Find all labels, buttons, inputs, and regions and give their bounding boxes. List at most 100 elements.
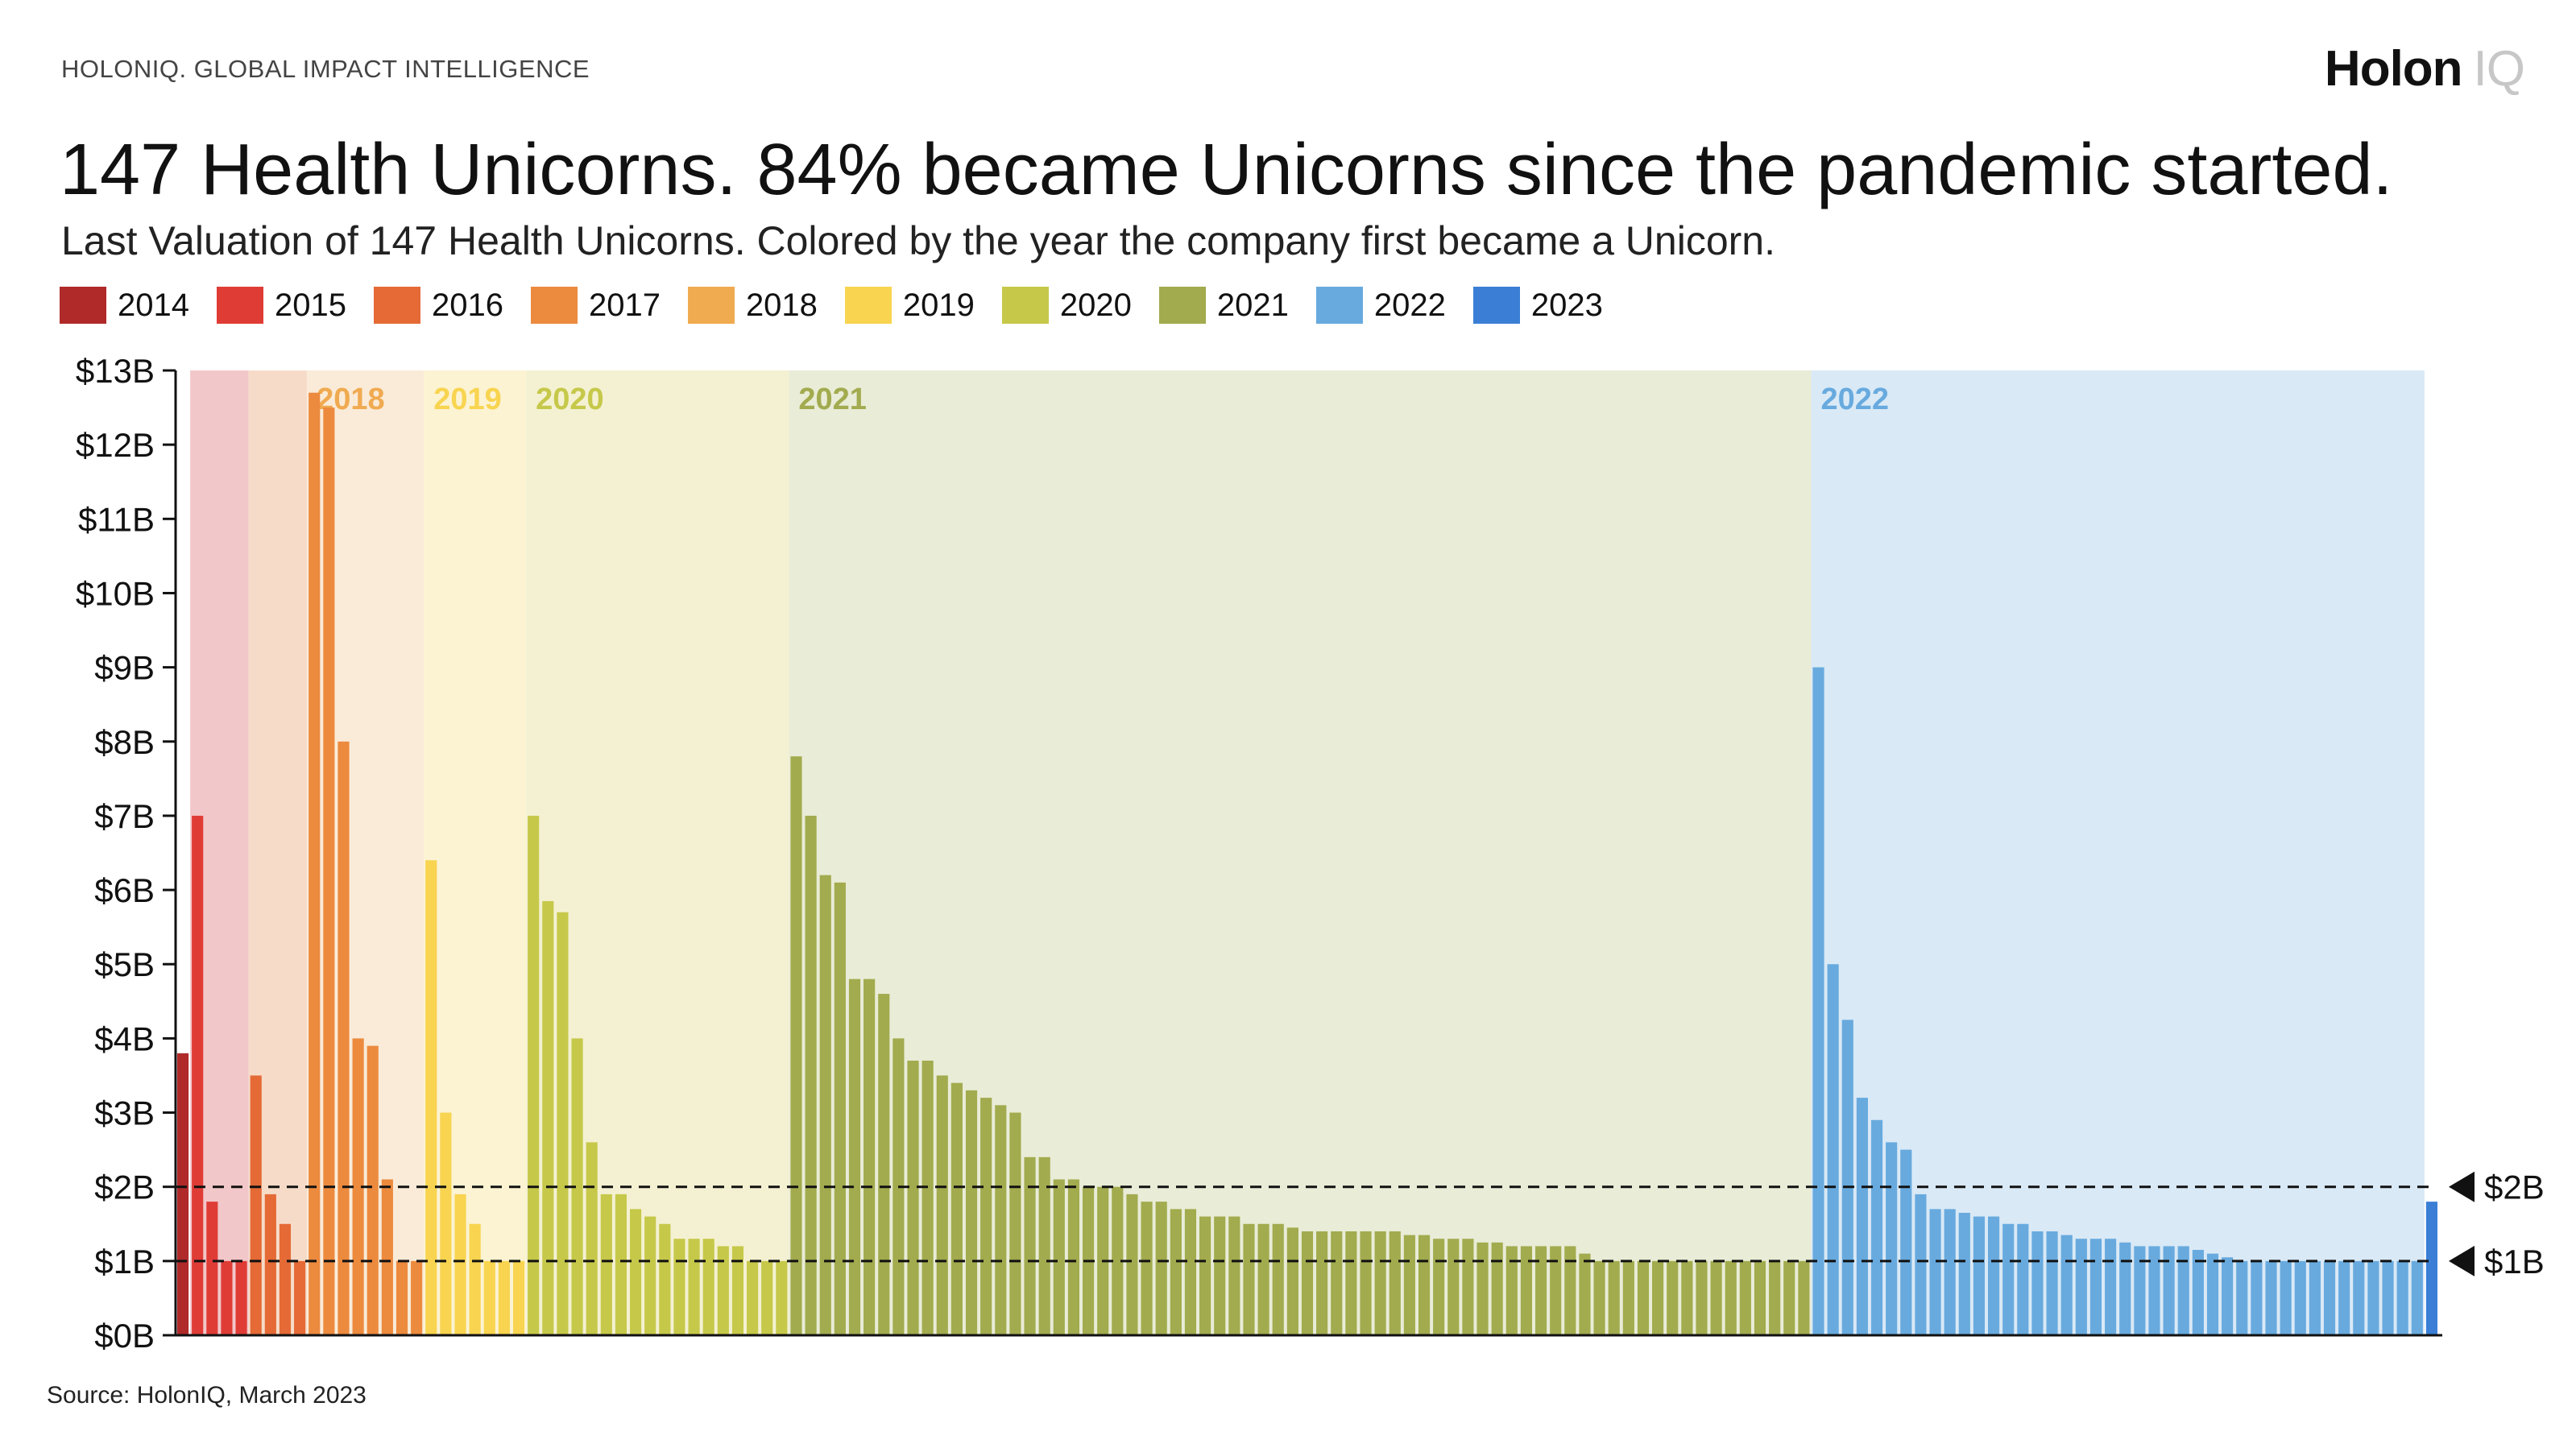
bar-2016: [250, 1075, 262, 1335]
bar-2021: [1520, 1246, 1533, 1335]
bar-2020: [644, 1216, 656, 1335]
bar-2021: [1360, 1231, 1372, 1335]
bar-2021: [1345, 1231, 1357, 1335]
bar-2021: [965, 1090, 978, 1335]
bar-2020: [528, 815, 540, 1335]
year-band-label-2022: 2022: [1820, 383, 1889, 416]
legend-label: 2014: [118, 287, 189, 323]
bar-2021: [1652, 1260, 1664, 1335]
legend-label: 2020: [1059, 287, 1132, 323]
bar-2021: [1447, 1239, 1460, 1335]
bar-2022: [2382, 1260, 2394, 1335]
bar-2017: [323, 408, 335, 1336]
reference-label-1: $1B: [2484, 1243, 2545, 1280]
bar-2022: [1944, 1209, 1956, 1335]
y-tick-label: $2B: [94, 1169, 155, 1206]
bar-2021: [936, 1075, 948, 1335]
legend-item-2017: 2017: [530, 287, 661, 324]
bar-2022: [2411, 1260, 2423, 1335]
bar-2021: [878, 994, 890, 1335]
bar-2021: [1564, 1246, 1576, 1335]
legend-item-2019: 2019: [844, 287, 975, 324]
bar-2022: [2089, 1239, 2102, 1335]
bar-2022: [2396, 1260, 2408, 1335]
bar-2022: [2031, 1231, 2044, 1335]
bar-2021: [1243, 1223, 1255, 1335]
reference-arrow-1: [2449, 1245, 2475, 1276]
legend-item-2023: 2023: [1472, 287, 1603, 324]
bar-2022: [2309, 1260, 2321, 1335]
legend-swatch: [216, 287, 263, 324]
bar-2022: [2017, 1223, 2029, 1335]
bar-2022: [2075, 1239, 2087, 1335]
bar-2021: [1681, 1260, 1693, 1335]
bar-2021: [1783, 1260, 1795, 1335]
bar-2021: [1009, 1112, 1021, 1335]
bar-2021: [1038, 1156, 1050, 1335]
bar-2023: [2425, 1202, 2438, 1335]
bar-2022: [1841, 1020, 1853, 1335]
bar-2022: [2222, 1257, 2234, 1335]
bar-2021: [805, 815, 817, 1335]
bar-2022: [2105, 1239, 2117, 1335]
bar-2020: [629, 1209, 642, 1335]
bar-2021: [1739, 1260, 1751, 1335]
bar-2020: [542, 900, 554, 1335]
bar-2019: [454, 1194, 466, 1335]
bar-2020: [586, 1142, 598, 1335]
bar-2020: [776, 1260, 788, 1335]
bar-2022: [1987, 1216, 2000, 1335]
bar-2016: [264, 1194, 276, 1335]
bar-2014: [176, 1053, 189, 1335]
bar-2019: [512, 1260, 525, 1335]
bar-2022: [2280, 1260, 2292, 1335]
bar-2021: [980, 1098, 992, 1335]
legend-label: 2021: [1216, 287, 1289, 323]
bar-2022: [2177, 1246, 2189, 1335]
bar-2021: [1067, 1179, 1080, 1335]
legend-swatch: [373, 287, 420, 324]
legend-label: 2018: [745, 287, 818, 323]
bar-2022: [1929, 1209, 1941, 1335]
bar-2021: [1505, 1246, 1518, 1335]
bar-2021: [848, 978, 861, 1335]
y-tick-label: $1B: [94, 1243, 155, 1280]
bar-2021: [1534, 1246, 1547, 1335]
legend-item-2022: 2022: [1315, 287, 1446, 324]
legend-item-2014: 2014: [60, 287, 189, 324]
legend-swatch: [687, 287, 735, 324]
bar-2022: [1812, 667, 1824, 1335]
legend-label: 2019: [902, 287, 975, 323]
y-tick-label: $6B: [94, 871, 155, 909]
year-band-label-2021: 2021: [798, 383, 867, 416]
bar-2021: [1491, 1242, 1503, 1335]
year-band-2019: [424, 370, 527, 1335]
kicker-text: HOLONIQ. GLOBAL IMPACT INTELLIGENCE: [61, 55, 590, 83]
bar-2021: [921, 1061, 934, 1335]
logo-light-text: IQ: [2473, 41, 2525, 97]
bar-2020: [557, 912, 569, 1335]
legend-swatch: [1158, 287, 1206, 324]
bar-2021: [1170, 1209, 1182, 1335]
legend-swatch: [530, 287, 578, 324]
bar-2022: [2192, 1250, 2204, 1335]
bar-2022: [2060, 1235, 2073, 1335]
bar-2021: [1433, 1239, 1445, 1335]
bar-2021: [1593, 1260, 1605, 1335]
y-tick-label: $4B: [94, 1020, 155, 1057]
bar-2020: [688, 1239, 700, 1335]
bar-2021: [1754, 1260, 1766, 1335]
bar-2022: [2046, 1231, 2058, 1335]
y-tick-label: $13B: [76, 352, 155, 390]
bar-2020: [600, 1194, 612, 1335]
bar-2021: [1053, 1179, 1065, 1335]
bar-2022: [2353, 1260, 2365, 1335]
bar-2015: [206, 1202, 218, 1335]
bar-2020: [731, 1246, 744, 1335]
reference-arrow-2: [2449, 1171, 2475, 1202]
legend-item-2021: 2021: [1158, 287, 1289, 324]
bar-2021: [1725, 1260, 1737, 1335]
y-tick-label: $3B: [94, 1094, 155, 1132]
y-tick-label: $5B: [94, 945, 155, 983]
legend-item-2018: 2018: [687, 287, 818, 324]
